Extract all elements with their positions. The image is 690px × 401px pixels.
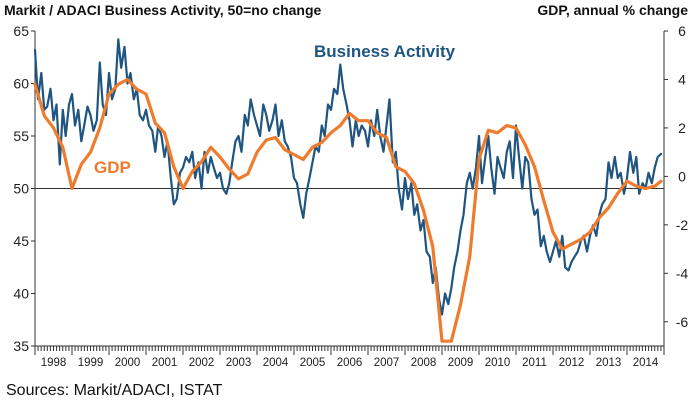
x-tick-label: 2002 [189,357,215,369]
x-tick-label: 1998 [41,357,67,369]
y-left-tick-label: 45 [13,233,29,249]
y-left-tick-label: 50 [13,181,29,197]
y-left-tick-label: 55 [13,128,29,144]
source-note: Sources: Markit/ADACI, ISTAT [6,382,223,399]
series-line-business-activity [33,38,663,316]
y-right-tick-label: -2 [676,217,689,233]
x-tick-label: 2014 [633,357,659,369]
y-right-tick-label: -4 [676,265,689,281]
y-right-tick-label: 4 [678,71,686,87]
y-left-tick-label: 40 [13,286,29,302]
x-tick-label: 2001 [152,357,178,369]
series-label-gdp: GDP [94,158,131,177]
x-tick-label: 2007 [374,357,400,369]
x-tick-label: 2000 [115,357,141,369]
y-right-tick-label: 6 [678,23,686,39]
x-tick-label: 2004 [263,357,289,369]
x-tick-label: 2003 [226,357,252,369]
x-tick-label: 2009 [448,357,474,369]
series-line-gdp [33,77,663,343]
y-left-tick-label: 65 [13,23,29,39]
y-left-tick-label: 60 [13,76,29,92]
series-label-business-activity: Business Activity [314,42,456,61]
x-tick-label: 2008 [411,357,437,369]
chart-title-right: GDP, annual % change [537,2,688,18]
chart-title-left: Markit / ADACI Business Activity, 50=no … [4,2,322,18]
y-right-tick-label: 0 [678,168,686,184]
x-tick-label: 1999 [78,357,104,369]
y-left-tick-label: 35 [13,338,29,354]
x-tick-label: 2012 [559,357,585,369]
x-tick-label: 2011 [522,357,547,369]
y-right-tick-label: 2 [678,120,686,136]
x-tick-label: 2013 [596,357,622,369]
y-right-tick-label: -6 [676,314,689,330]
x-tick-label: 2005 [300,357,326,369]
x-tick-label: 2006 [337,357,363,369]
x-tick-label: 2010 [485,357,511,369]
